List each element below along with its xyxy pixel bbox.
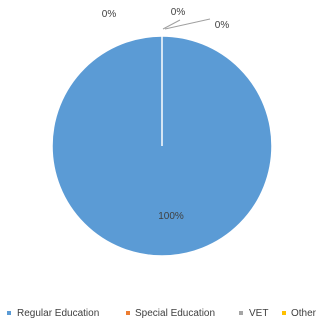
data-label-other: 0% (215, 20, 230, 31)
legend-label-special-education: Special Education (135, 308, 215, 319)
legend-label-other: Other (291, 308, 317, 319)
data-label-regular-education: 100% (158, 211, 184, 222)
legend-label-regular-education: Regular Education (17, 308, 99, 319)
data-label-vet: 0% (171, 7, 186, 18)
data-labels: 100% 0% 0% 0% (102, 7, 230, 222)
leader-line-vet (162, 19, 181, 30)
legend-item-vet: VET (239, 308, 268, 319)
legend-label-vet: VET (249, 308, 268, 319)
legend-swatch-vet (239, 311, 243, 315)
legend-swatch-regular-education (7, 311, 11, 315)
legend-item-regular-education: Regular Education (7, 308, 99, 319)
data-label-special-education: 0% (102, 9, 117, 20)
legend-swatch-other (282, 311, 286, 315)
legend-item-special-education: Special Education (126, 308, 215, 319)
zero-label-leaders (162, 18, 211, 30)
pie-slices (51, 35, 273, 257)
legend-swatch-special-education (126, 311, 130, 315)
legend: Regular Education Special Education VET … (7, 308, 317, 319)
leader-line-other (164, 18, 211, 30)
legend-item-other: Other (282, 308, 317, 319)
